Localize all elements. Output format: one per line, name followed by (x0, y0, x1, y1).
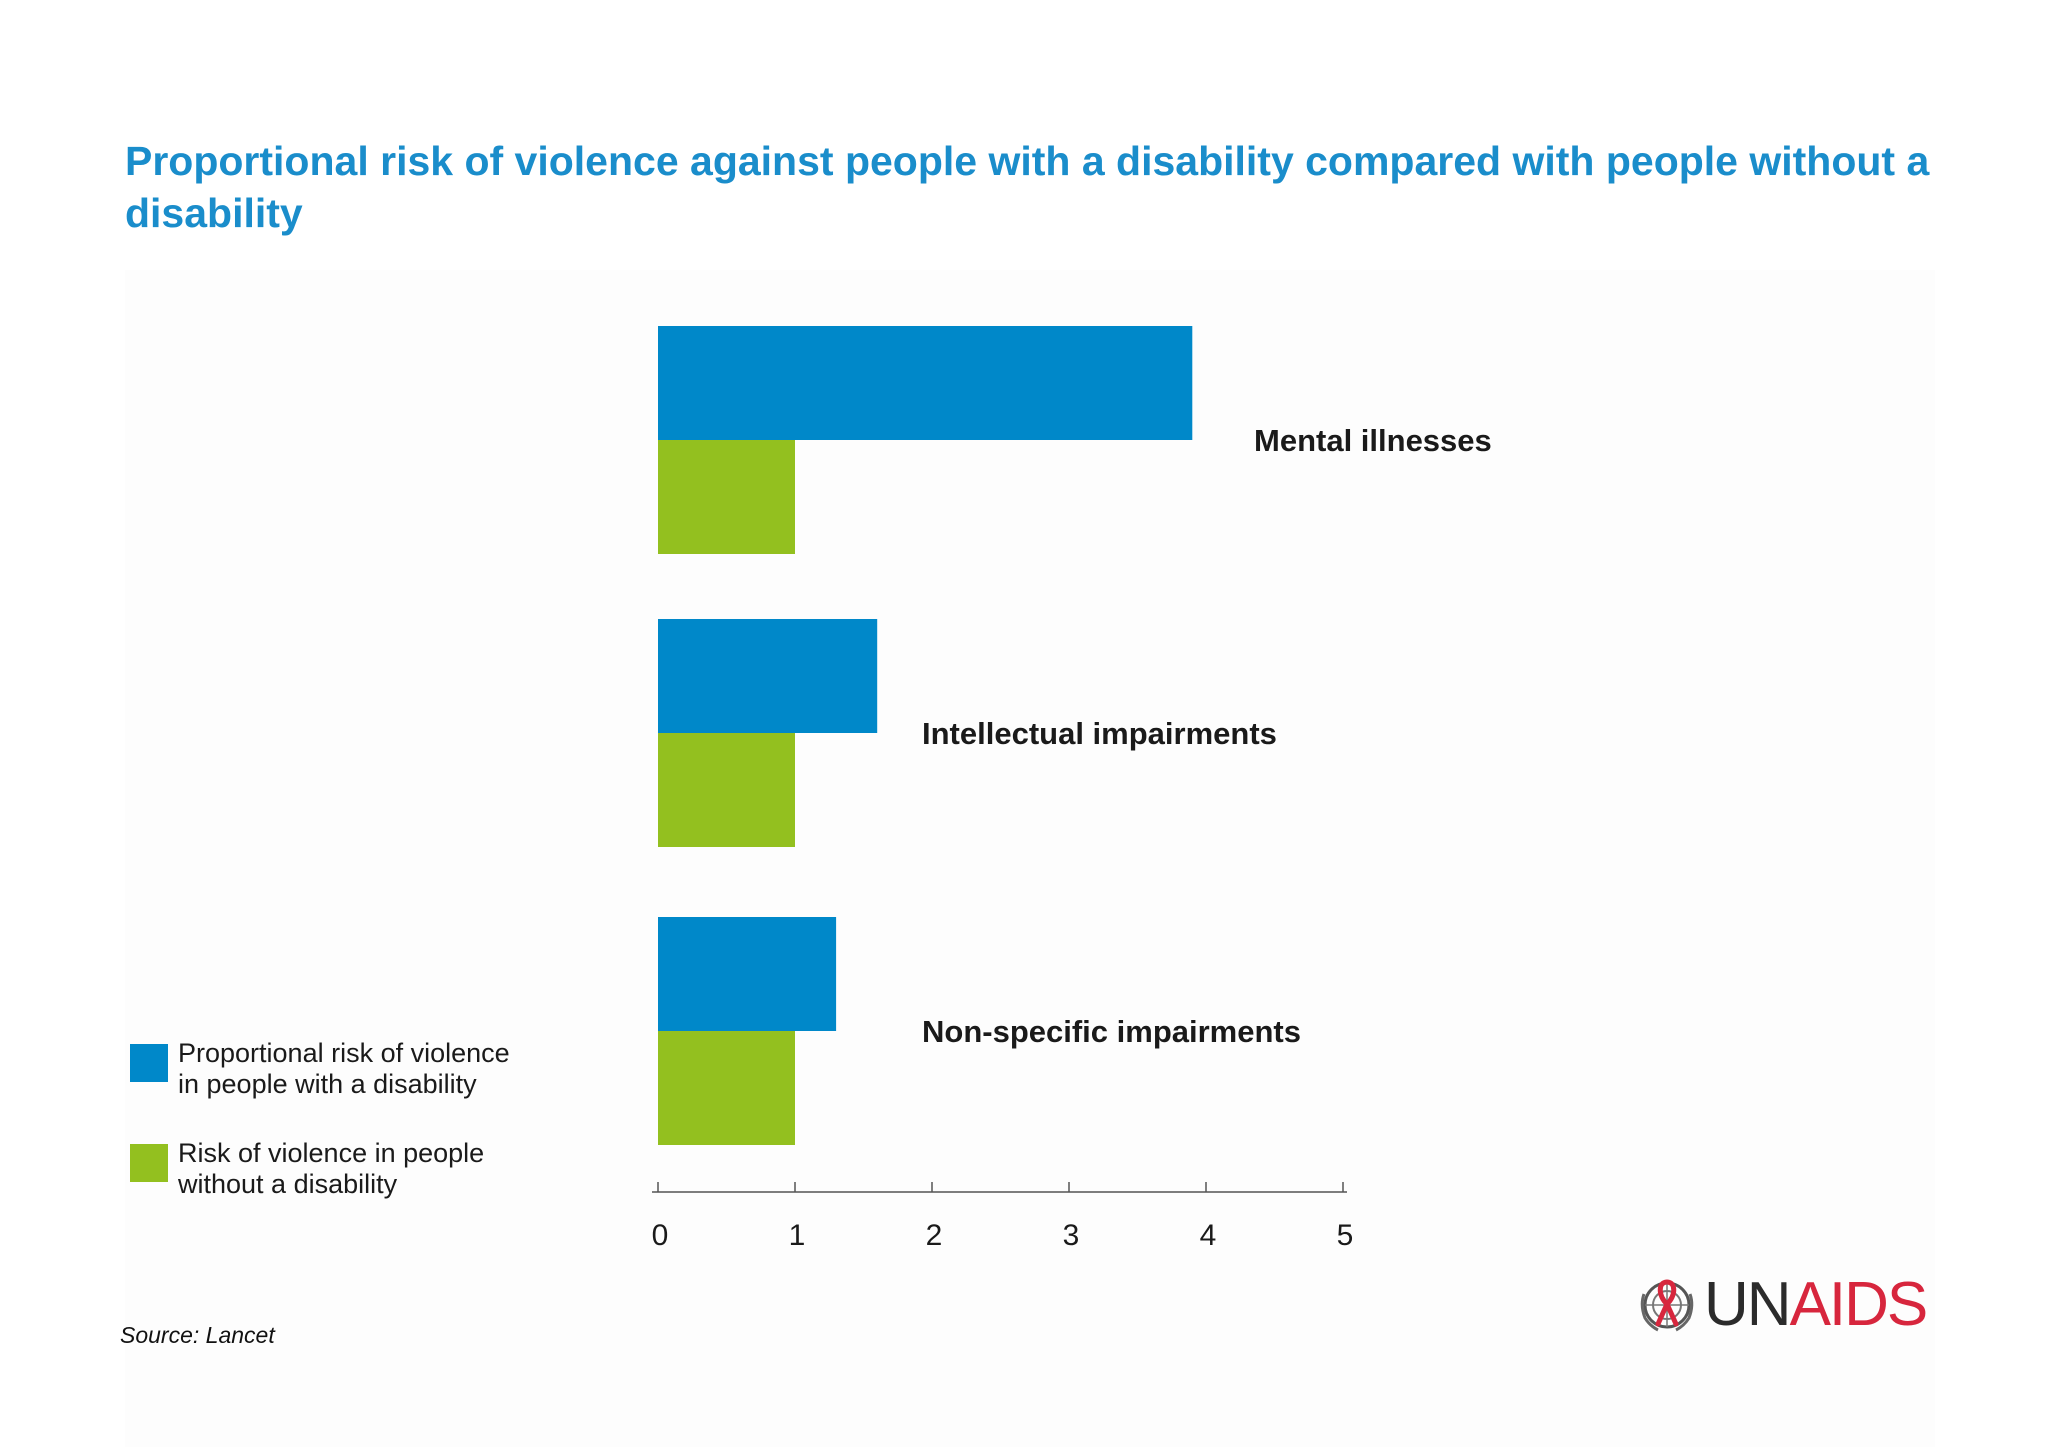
chart-panel-background (125, 270, 1935, 1447)
bar-with-disability-1 (658, 619, 878, 733)
logo-text-aids: AIDS (1789, 1270, 1929, 1339)
bar-without-disability-2 (658, 1031, 795, 1145)
x-tick-label-1: 1 (789, 1219, 806, 1252)
x-tick-label-4: 4 (1200, 1219, 1217, 1252)
logo-text-un: UN (1704, 1270, 1792, 1339)
chart-title: Proportional risk of violence against pe… (125, 138, 1930, 236)
legend-label-without-disability: Risk of violence in people without a dis… (178, 1138, 485, 1199)
category-label-0: Mental illnesses (1254, 423, 1492, 458)
x-tick-label-3: 3 (1063, 1219, 1080, 1252)
unaids-logo: UNAIDS (1636, 1270, 1929, 1340)
legend-swatch-with-disability (130, 1044, 168, 1082)
legend-label-with-disability: Proportional risk of violence in people … (178, 1038, 510, 1099)
x-tick-label-2: 2 (926, 1219, 943, 1252)
x-tick-label-5: 5 (1337, 1219, 1354, 1252)
source-note: Source: Lancet (120, 1322, 275, 1348)
legend-item-without-disability: Risk of violence in people without a dis… (130, 1138, 550, 1200)
legend-swatch-without-disability (130, 1144, 168, 1182)
bar-with-disability-2 (658, 917, 837, 1031)
legend-item-with-disability: Proportional risk of violence in people … (130, 1038, 550, 1100)
bar-with-disability-0 (658, 326, 1193, 440)
un-emblem-icon (1640, 1279, 1694, 1332)
unaids-logo-text: UNAIDS (1704, 1270, 1929, 1340)
category-label-2: Non-specific impairments (922, 1014, 1301, 1049)
bar-without-disability-0 (658, 440, 795, 554)
bar-without-disability-1 (658, 733, 795, 847)
category-label-1: Intellectual impairments (922, 716, 1277, 751)
x-tick-label-0: 0 (652, 1219, 669, 1252)
